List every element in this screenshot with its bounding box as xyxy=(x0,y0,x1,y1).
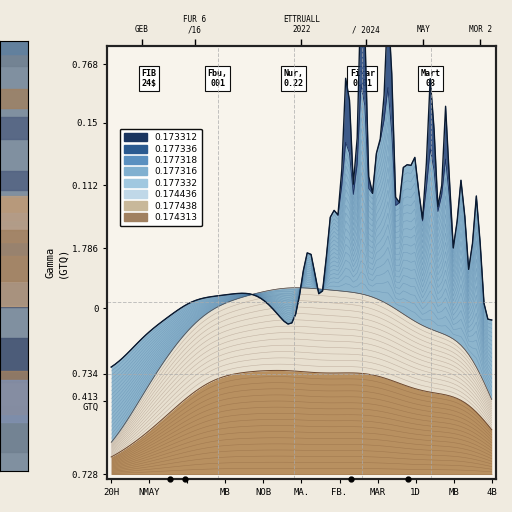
Y-axis label: Gamma
(GTQ): Gamma (GTQ) xyxy=(46,247,67,278)
Bar xyxy=(0,198,28,220)
Bar xyxy=(0,89,28,108)
Text: Fbu,
001: Fbu, 001 xyxy=(208,69,228,88)
Bar xyxy=(0,244,28,260)
Bar xyxy=(0,171,28,190)
Bar xyxy=(0,235,28,274)
Bar xyxy=(0,283,28,307)
Text: Nur,
0.22: Nur, 0.22 xyxy=(284,69,304,88)
Bar xyxy=(0,117,28,139)
Bar xyxy=(0,371,28,414)
Bar xyxy=(0,379,28,422)
Text: FIB
24$: FIB 24$ xyxy=(142,69,157,88)
Bar xyxy=(0,213,28,258)
Bar xyxy=(0,41,28,67)
Legend: 0.173312, 0.177336, 0.177318, 0.177316, 0.177332, 0.174436, 0.177438, 0.174313: 0.173312, 0.177336, 0.177318, 0.177316, … xyxy=(120,129,202,226)
Bar xyxy=(0,17,28,54)
Text: Fitar
0.01: Fitar 0.01 xyxy=(350,69,375,88)
Bar xyxy=(0,406,28,452)
Bar xyxy=(0,246,28,277)
Bar xyxy=(0,32,28,54)
Bar xyxy=(0,196,28,242)
Bar xyxy=(0,196,28,225)
Bar xyxy=(0,230,28,281)
Bar xyxy=(0,256,28,306)
Bar xyxy=(0,338,28,382)
Text: Mart
08: Mart 08 xyxy=(421,69,441,88)
